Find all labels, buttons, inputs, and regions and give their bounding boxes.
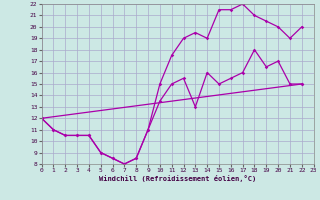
X-axis label: Windchill (Refroidissement éolien,°C): Windchill (Refroidissement éolien,°C) (99, 175, 256, 182)
